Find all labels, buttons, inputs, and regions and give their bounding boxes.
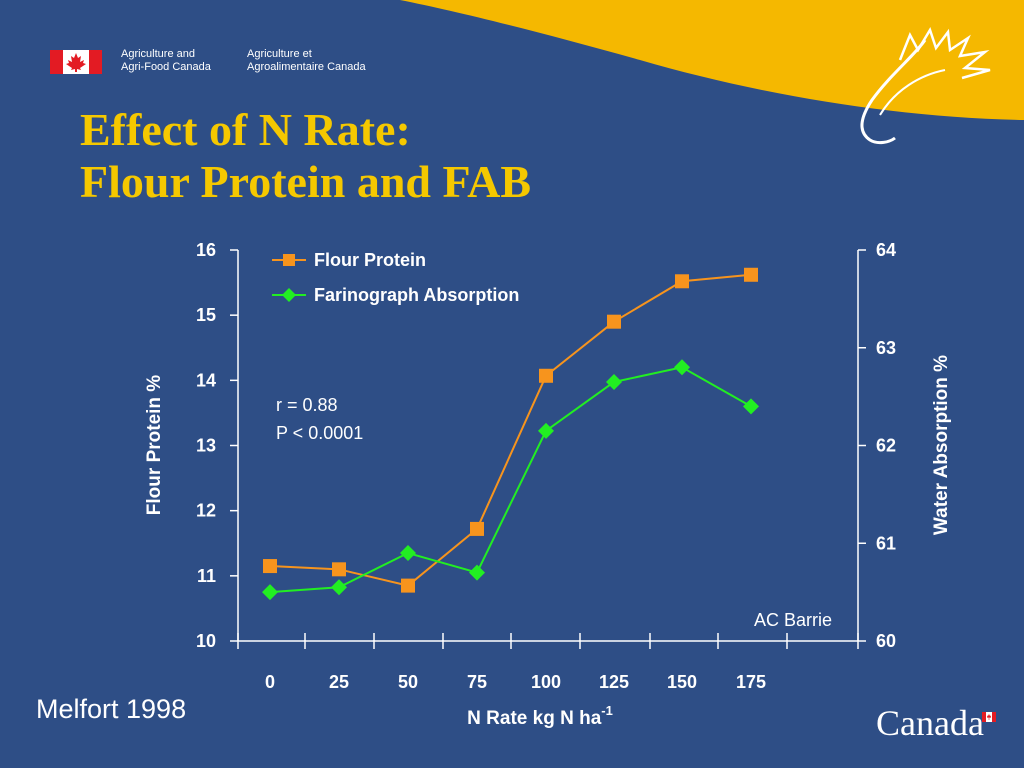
farinograph-absorption-point — [400, 545, 416, 562]
x-axis-title-text: N Rate kg N ha — [467, 708, 602, 729]
slide-title-line2: Flour Protein and FAB — [80, 156, 532, 207]
right-y-tick-label: 63 — [876, 338, 896, 358]
flour-protein-point — [263, 559, 277, 574]
department-name-en-line2: Agri-Food Canada — [121, 61, 211, 73]
left-y-axis-title: Flour Protein % — [144, 375, 165, 516]
right-y-tick-label: 64 — [876, 240, 896, 260]
x-tick-label: 125 — [599, 672, 629, 692]
right-y-tick-label: 60 — [876, 631, 896, 651]
left-y-tick-label: 16 — [196, 240, 216, 260]
slide-title: Effect of N Rate: Flour Protein and FAB — [80, 104, 531, 208]
department-name-en-line1: Agriculture and — [121, 48, 195, 60]
chart-series — [262, 267, 759, 601]
wordmark-flag-icon — [982, 712, 996, 722]
right-y-axis-title: Water Absorption % — [931, 355, 952, 535]
correlation-p-label: P < 0.0001 — [276, 423, 363, 443]
left-y-tick-label: 13 — [196, 436, 216, 456]
legend-marker-square — [283, 254, 295, 266]
legend-label: Farinograph Absorption — [314, 285, 519, 305]
x-tick-label: 175 — [736, 672, 766, 692]
left-y-tick-label: 11 — [197, 566, 216, 586]
right-y-tick-label: 62 — [876, 436, 896, 456]
x-axis-title: N Rate kg N ha-1 — [467, 703, 613, 729]
header-swoosh — [400, 0, 1024, 120]
right-y-tick-label: 61 — [876, 533, 896, 553]
left-y-tick-label: 15 — [196, 305, 216, 325]
farinograph-absorption-point — [469, 564, 485, 581]
x-tick-label: 150 — [667, 672, 697, 692]
canada-wordmark: Canada — [876, 703, 984, 743]
department-name-fr-line2: Agroalimentaire Canada — [247, 61, 366, 73]
chart-labels: 10 11 12 13 14 15 16 60 61 62 63 64 0 25 50 75 100 125 150… — [144, 240, 952, 729]
slide-title-line1: Effect of N Rate: — [80, 104, 411, 155]
farinograph-absorption-point — [331, 579, 347, 596]
x-tick-label: 0 — [265, 672, 275, 692]
x-tick-label: 100 — [531, 672, 561, 692]
farinograph-absorption-point — [674, 359, 690, 376]
flour-protein-point — [332, 562, 346, 577]
maple-leaf-signature-icon — [860, 27, 991, 145]
flour-protein-point — [744, 267, 758, 282]
legend-label: Flour Protein — [314, 250, 426, 270]
left-y-tick-label: 14 — [196, 370, 216, 390]
left-y-tick-label: 12 — [196, 501, 216, 521]
x-axis-title-superscript: -1 — [601, 703, 613, 718]
farinograph-absorption-point — [538, 422, 554, 439]
legend-marker-diamond — [282, 288, 296, 302]
correlation-r-label: r = 0.88 — [276, 395, 338, 415]
series-line-farinograph-absorption — [269, 366, 752, 594]
flour-protein-point — [470, 521, 484, 536]
department-name-fr-line1: Agriculture et — [247, 48, 312, 60]
location-year-label: Melfort 1998 — [36, 694, 187, 724]
x-tick-label: 75 — [467, 672, 487, 692]
canada-flag-icon — [50, 50, 102, 74]
flour-protein-point — [539, 368, 553, 383]
chart-axes — [230, 249, 866, 649]
flour-protein-point — [401, 578, 415, 593]
flour-protein-point — [607, 314, 621, 329]
series-line-flour-protein — [269, 273, 752, 587]
cultivar-label: AC Barrie — [754, 610, 832, 630]
farinograph-absorption-point — [606, 373, 622, 390]
left-y-tick-label: 10 — [196, 631, 216, 651]
farinograph-absorption-point — [743, 398, 759, 415]
farinograph-absorption-point — [262, 584, 278, 601]
x-tick-label: 50 — [398, 672, 418, 692]
x-tick-label: 25 — [329, 672, 349, 692]
department-name-fr: Agriculture et Agroalimentaire Canada — [247, 48, 366, 74]
department-name-en: Agriculture and Agri-Food Canada — [121, 48, 211, 74]
flour-protein-point — [675, 274, 689, 289]
